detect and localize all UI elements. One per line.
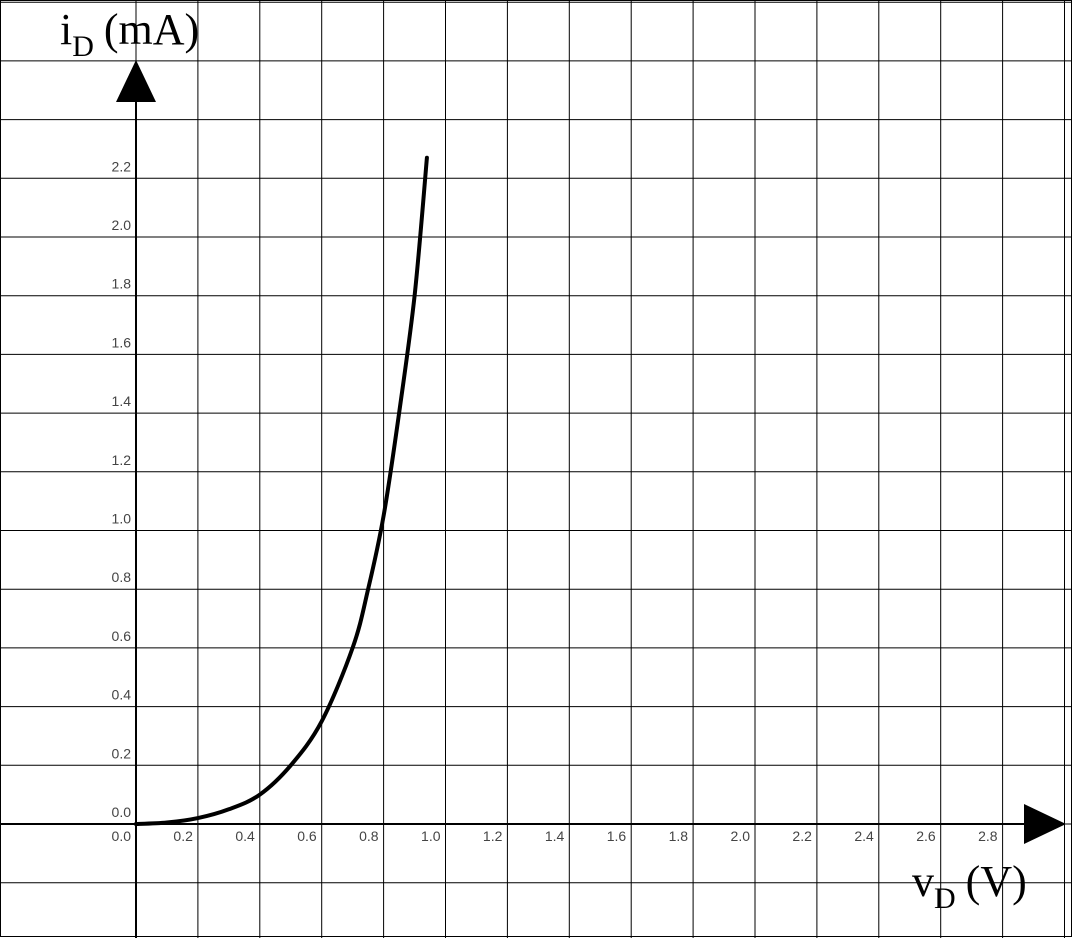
x-tick-label: 2.8 [978, 828, 998, 844]
y-tick-label: 2.2 [112, 158, 132, 174]
y-tick-label: 0.4 [112, 687, 132, 703]
y-axis-arrow-icon [116, 60, 156, 102]
x-tick-label: 2.4 [854, 828, 874, 844]
x-tick-label: 2.0 [731, 828, 751, 844]
x-tick-label: 1.2 [483, 828, 503, 844]
x-axis-title: vD (V) [912, 857, 1027, 915]
y-tick-label: 2.0 [112, 217, 132, 233]
x-tick-label: 0.4 [235, 828, 255, 844]
x-tick-label: 1.6 [607, 828, 627, 844]
x-tick-label: 2.2 [792, 828, 812, 844]
y-tick-label: 1.8 [112, 276, 132, 292]
y-axis-title: iD (mA) [60, 5, 199, 63]
x-tick-label: 0.2 [173, 828, 193, 844]
y-tick-label: 0.2 [112, 745, 132, 761]
series-line [134, 155, 429, 826]
x-axis-arrow-icon [1024, 804, 1066, 844]
y-tick-label: 1.2 [112, 452, 132, 468]
x-tick-label: 2.6 [916, 828, 936, 844]
y-tick-label: 1.4 [112, 393, 132, 409]
y-tick-label: 0.6 [112, 628, 132, 644]
y-tick-label: 1.0 [112, 511, 132, 527]
x-tick-label: 1.0 [421, 828, 441, 844]
x-tick-label: 0.8 [359, 828, 379, 844]
x-tick-label: 1.4 [545, 828, 565, 844]
y-tick-label: 0.0 [112, 804, 132, 820]
y-tick-label: 1.6 [112, 334, 132, 350]
x-tick-label: 0.0 [112, 828, 132, 844]
x-tick-label: 1.8 [669, 828, 689, 844]
series-group [134, 155, 429, 826]
y-tick-label: 0.8 [112, 569, 132, 585]
x-tick-label: 0.6 [297, 828, 317, 844]
tick-labels: 0.0 0.2 0.4 0.6 0.8 1.0 1.2 1.4 1.6 1.8 2.0 2.2 2.4 2… [112, 158, 998, 844]
